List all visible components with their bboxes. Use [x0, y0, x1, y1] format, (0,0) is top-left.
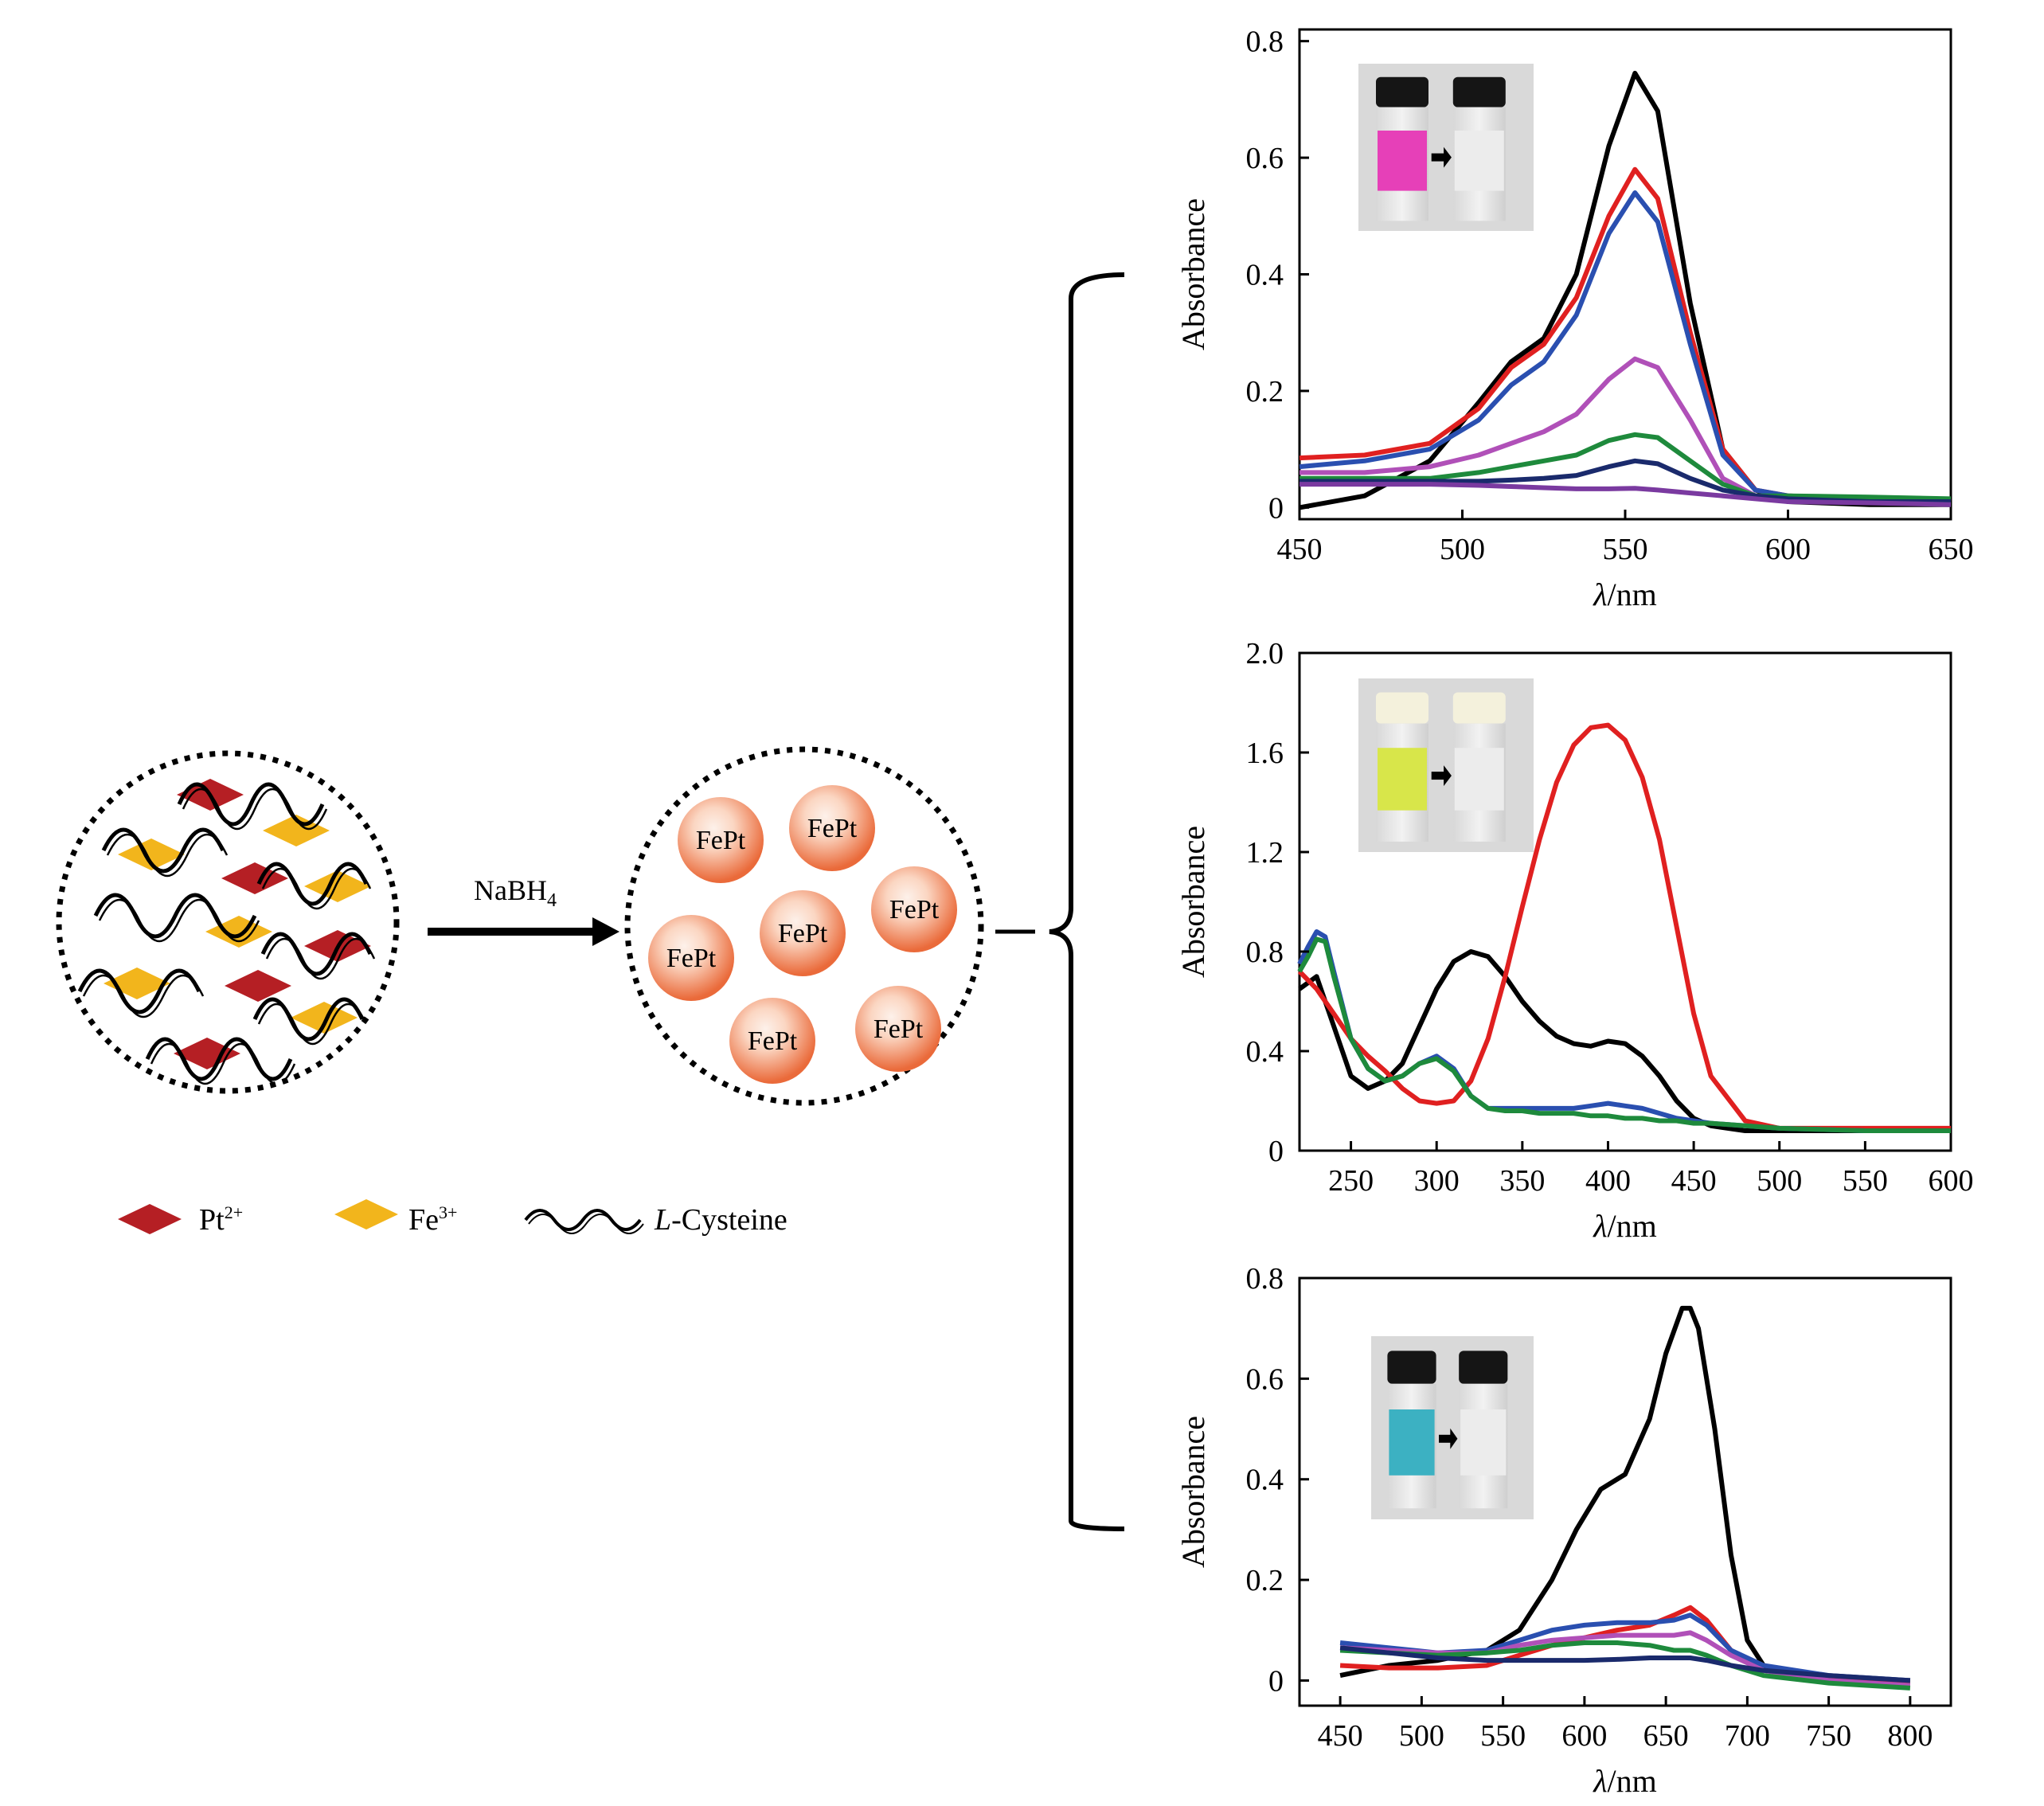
x-tick-label: 600 [1561, 1719, 1607, 1753]
x-tick-label: 250 [1328, 1164, 1374, 1198]
pt-legend-label: Pt2+ [199, 1202, 243, 1237]
fe-diamonds [104, 815, 371, 1034]
series-line-green [1297, 936, 1951, 1133]
x-tick-label: 800 [1887, 1719, 1933, 1753]
fept-particle: FePt [789, 785, 875, 871]
x-tick-label: 450 [1318, 1719, 1363, 1753]
x-tick-label: 500 [1757, 1164, 1802, 1198]
svg-text:FePt: FePt [778, 919, 828, 948]
fe-legend-label: Fe3+ [408, 1202, 457, 1237]
uv-vis-chart-yellow: 250 300 350 400 450 500 550 600 0 0.4 0.8 1.2 1.6 2.0… [1175, 637, 1974, 1244]
fept-particle: FePt [855, 986, 941, 1072]
x-axis-label: λ/nm [1593, 577, 1657, 612]
y-tick-label: 0 [1268, 1135, 1284, 1168]
vial-before [1376, 76, 1428, 221]
x-tick-label: 550 [1843, 1164, 1888, 1198]
x-tick-label: 650 [1643, 1719, 1689, 1753]
series-line-green [1339, 1640, 1911, 1691]
x-axis-label: λ/nm [1593, 1208, 1657, 1244]
reagent-label: NaBH4 [474, 874, 557, 911]
uv-vis-chart-pink: 450 500 550 600 650 0 0.2 0.4 0.6 0.8 λ/nm Absorban… [1175, 25, 1974, 612]
x-tick-label: 450 [1671, 1164, 1717, 1198]
cysteine-waves [77, 782, 376, 1085]
y-tick-label: 0.8 [1246, 25, 1284, 59]
vial-photo-inset [1358, 64, 1534, 231]
y-tick-label: 0.8 [1246, 936, 1284, 969]
inset-arrow [1431, 147, 1452, 168]
reaction-arrow: NaBH4 [428, 874, 619, 946]
y-tick-label: 0.2 [1246, 375, 1284, 408]
vial-after [1452, 692, 1506, 842]
y-tick-label: 0 [1268, 491, 1284, 525]
x-tick-label: 400 [1585, 1164, 1631, 1198]
y-tick-label: 1.2 [1246, 836, 1284, 870]
x-tick-label: 450 [1277, 533, 1323, 566]
y-tick-label: 0.6 [1246, 1362, 1284, 1396]
inset-arrow [1439, 1428, 1458, 1449]
x-tick-label: 600 [1765, 533, 1811, 566]
fept-particle: FePt [871, 866, 957, 952]
cysteine-legend-label: L-Cysteine [654, 1203, 788, 1237]
fept-particle: FePt [648, 915, 734, 1001]
x-tick-label: 500 [1440, 533, 1485, 566]
vial-before [1387, 1351, 1436, 1509]
vial-after [1459, 1351, 1508, 1509]
fe-legend-swatch [334, 1199, 398, 1229]
cysteine-legend-swatch [524, 1209, 644, 1234]
series-line-red [1297, 722, 1951, 1131]
x-tick-label: 350 [1499, 1164, 1545, 1198]
svg-text:FePt: FePt [873, 1014, 924, 1044]
series-line-black [1339, 1305, 1910, 1683]
y-tick-label: 2.0 [1246, 637, 1284, 670]
x-tick-label: 750 [1806, 1719, 1851, 1753]
vial-photo-inset [1358, 678, 1534, 852]
curly-bracket [1049, 272, 1125, 1531]
y-tick-label: 1.6 [1246, 737, 1284, 770]
y-tick-label: 0.2 [1246, 1564, 1284, 1597]
legend: Pt2+ Fe3+ L-Cysteine [118, 1199, 788, 1237]
y-tick-label: 0.4 [1246, 1464, 1284, 1497]
series-line-navy [1299, 458, 1951, 504]
y-tick-label: 0.4 [1246, 1035, 1284, 1069]
x-tick-label: 550 [1480, 1719, 1526, 1753]
y-tick-label: 0.6 [1246, 142, 1284, 175]
pt-legend-swatch [118, 1204, 182, 1234]
x-tick-label: 500 [1399, 1719, 1444, 1753]
vial-after [1452, 76, 1506, 221]
series-line-purple [1299, 482, 1952, 507]
y-tick-label: 0.4 [1246, 259, 1284, 292]
x-tick-label: 600 [1929, 1164, 1974, 1198]
inset-arrow [1431, 765, 1452, 787]
x-tick-label: 300 [1414, 1164, 1460, 1198]
fept-particle: FePt [678, 797, 764, 883]
vial-photo-inset [1371, 1336, 1534, 1519]
precursor-circle [56, 750, 400, 1094]
fept-particle: FePt [760, 890, 846, 976]
svg-text:FePt: FePt [666, 944, 717, 973]
fept-particle: FePt [729, 998, 815, 1084]
uv-vis-chart-cyan: 450 500 550 600 650 700 750 800 0 0.2 0.4 0.6 0.8 λ/n… [1175, 1262, 1952, 1799]
x-tick-label: 700 [1725, 1719, 1770, 1753]
svg-text:FePt: FePt [807, 814, 858, 843]
series-line-blue [1299, 190, 1952, 504]
pt-diamonds [174, 779, 371, 1069]
y-axis-label: Absorbance [1175, 198, 1211, 350]
y-axis-label: Absorbance [1175, 826, 1211, 978]
y-axis-label: Absorbance [1175, 1416, 1211, 1568]
x-tick-label: 550 [1603, 533, 1648, 566]
svg-text:FePt: FePt [748, 1026, 798, 1056]
vial-before [1376, 692, 1428, 842]
nanoparticle-circle: FePt FePt FePt FePt FePt FePt FePt [624, 746, 984, 1106]
x-tick-label: 650 [1929, 533, 1974, 566]
svg-text:FePt: FePt [696, 826, 746, 855]
series-line-navy [1339, 1645, 1911, 1683]
y-tick-label: 0 [1268, 1664, 1284, 1698]
svg-text:FePt: FePt [889, 895, 940, 924]
x-axis-label: λ/nm [1593, 1763, 1657, 1799]
y-tick-label: 0.8 [1246, 1262, 1284, 1296]
